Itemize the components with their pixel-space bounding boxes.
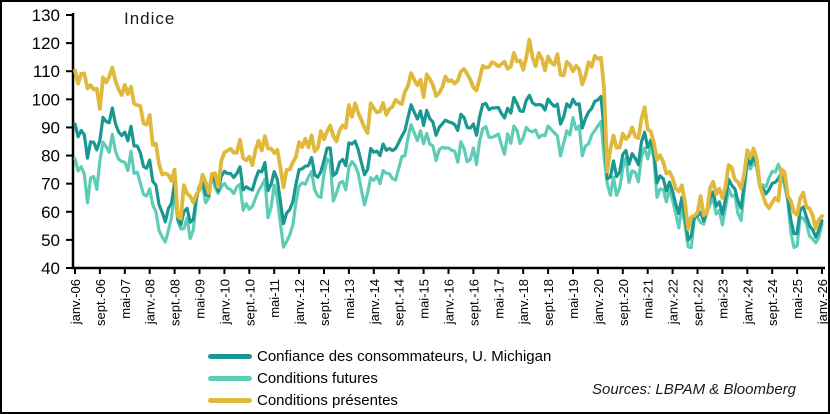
x-tick-label: sept.-06 xyxy=(93,279,108,326)
x-tick-label: janv.-12 xyxy=(292,279,307,325)
x-tick-label: mai-23 xyxy=(715,279,730,319)
chart-legend: Confiance des consommateurs, U. Michigan… xyxy=(208,345,551,411)
x-tick-label: janv.-08 xyxy=(143,279,158,325)
x-tick-label: sept.-12 xyxy=(317,279,332,326)
legend-swatch-futures-icon xyxy=(208,375,252,381)
x-tick-label: janv.-24 xyxy=(740,279,755,325)
series-line-1 xyxy=(73,115,824,250)
legend-label-futures: Conditions futures xyxy=(257,369,378,387)
chart-canvas: 130 120 110 100 90 80 70 60 50 40 janv.-06 sept.-06… xyxy=(32,6,830,326)
x-tick-label: sept.-20 xyxy=(616,279,631,326)
x-tick-label: janv.-22 xyxy=(666,279,681,325)
y-tick-label: 40 xyxy=(41,259,60,278)
legend-label-presentes: Conditions présentes xyxy=(257,391,398,409)
x-tick-label: sept.-14 xyxy=(392,279,407,326)
source-note: Sources: LBPAM & Bloomberg xyxy=(592,381,796,398)
x-tick-label: janv.-10 xyxy=(217,279,232,325)
x-tick-label: janv.-20 xyxy=(591,279,606,325)
legend-swatch-confiance-icon xyxy=(208,353,252,359)
x-tick-label: mai-09 xyxy=(193,279,208,319)
x-tick-label: mai-07 xyxy=(118,279,133,319)
legend-item-confiance: Confiance des consommateurs, U. Michigan xyxy=(208,345,551,367)
y-tick-label: 90 xyxy=(41,118,60,137)
y-tick-label: 50 xyxy=(41,231,60,250)
y-axis-title: Indice xyxy=(124,9,176,28)
x-tick-label: mai-17 xyxy=(491,279,506,319)
x-tick-label: janv.-14 xyxy=(367,279,382,325)
series-line-2 xyxy=(73,37,824,232)
y-tick-label: 110 xyxy=(33,62,60,81)
y-tick-label: 80 xyxy=(41,147,60,166)
x-tick-label: janv.-18 xyxy=(516,279,531,325)
y-tick-label: 100 xyxy=(32,90,60,109)
x-tick-label: mai-25 xyxy=(790,279,805,319)
legend-item-futures: Conditions futures xyxy=(208,367,551,389)
legend-label-confiance: Confiance des consommateurs, U. Michigan xyxy=(257,347,552,365)
x-tick-label: janv.-16 xyxy=(442,279,457,325)
x-tick-label: mai-19 xyxy=(566,279,581,319)
y-tick-label: 70 xyxy=(41,175,60,194)
x-tick-label: sept.-22 xyxy=(691,279,706,326)
x-tick-label: sept.-16 xyxy=(466,279,481,326)
x-tick-label: janv.-06 xyxy=(68,279,83,325)
x-tick-label: sept.-24 xyxy=(765,279,780,326)
x-tick-label: mai-11 xyxy=(267,279,282,318)
x-tick-label: sept.-08 xyxy=(168,279,183,326)
x-tick-label: mai-13 xyxy=(342,279,357,319)
legend-item-presentes: Conditions présentes xyxy=(208,389,551,411)
y-tick-label: 120 xyxy=(32,34,60,53)
x-tick-label: sept.-18 xyxy=(541,279,556,326)
x-tick-label: sept.-10 xyxy=(242,279,257,326)
legend-swatch-presentes-icon xyxy=(208,397,252,403)
x-tick-label: janv.-26 xyxy=(815,279,830,325)
x-tick-label: mai-15 xyxy=(417,279,432,319)
x-tick-label: mai-21 xyxy=(641,279,656,319)
y-tick-label: 130 xyxy=(32,6,60,25)
y-tick-label: 60 xyxy=(41,203,60,222)
